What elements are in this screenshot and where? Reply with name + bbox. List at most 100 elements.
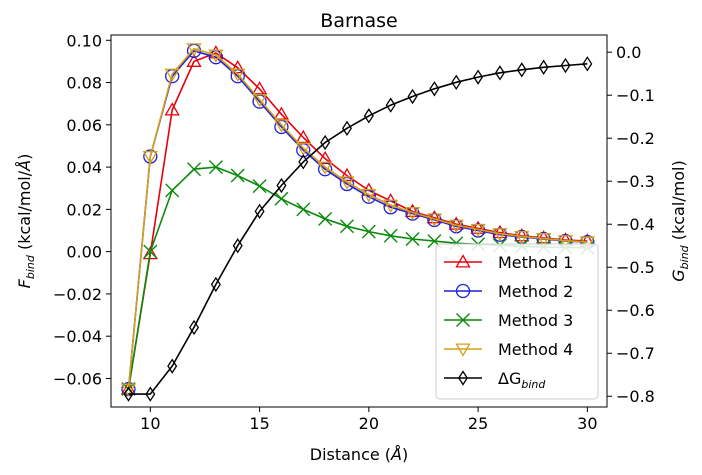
- legend-swatch-marker: [456, 313, 470, 327]
- plot-area: [110, 34, 608, 408]
- left-y-tick-label: 0.08: [66, 74, 102, 93]
- series-3-point: [405, 231, 420, 246]
- legend-entry: Method 3: [444, 311, 573, 330]
- series-4-point: [579, 236, 595, 250]
- legend: Method 1 Method 2 Method 3 Method 4 ΔGbind: [435, 243, 599, 400]
- right-y-tick-label: −0.3: [616, 172, 655, 191]
- series-1-point: [186, 53, 202, 67]
- series-4-point: [317, 161, 333, 175]
- right-y-tick-label: 0.0: [616, 43, 641, 62]
- series-4-point: [186, 43, 202, 57]
- series-5-point: [320, 134, 331, 151]
- series-5-point: [538, 59, 549, 75]
- legend-entry: Method 4: [444, 340, 573, 359]
- series-5-point: [407, 88, 418, 105]
- series-5-point: [429, 81, 440, 97]
- series-5-point: [341, 120, 352, 137]
- series-5-point: [145, 386, 156, 402]
- series-4-point: [383, 199, 399, 213]
- right-y-tick-label: −0.6: [616, 301, 655, 320]
- series-3-point: [339, 219, 354, 234]
- left-y-tick-label: 0.02: [66, 200, 102, 219]
- series-5-point: [298, 154, 309, 170]
- left-y-axis-ticks: −0.06 −0.04 −0.02 0.00 0.02 0.04 0.06 0.08 0.10: [53, 31, 111, 388]
- series-5-point: [189, 319, 200, 336]
- series-3-point: [208, 160, 223, 175]
- series-4-point: [514, 230, 530, 245]
- series-3-point: [143, 244, 158, 259]
- x-tick-label: 10: [140, 414, 160, 433]
- series-4-point: [557, 235, 574, 249]
- series-4-point: [273, 119, 290, 133]
- series-4-point: [536, 233, 552, 247]
- series-1-line: [127, 52, 588, 390]
- series-5-point: [232, 238, 243, 254]
- series-4-point: [339, 176, 355, 190]
- series-4-point: [251, 93, 268, 108]
- series-1-point: [317, 150, 333, 165]
- right-y-tick-label: −0.1: [616, 86, 655, 105]
- series-4-line: [127, 47, 588, 390]
- legend-label: Method 3: [498, 311, 573, 330]
- left-y-tick-label: −0.04: [53, 327, 102, 346]
- series-3-point: [187, 162, 202, 177]
- series-1-point: [164, 102, 180, 116]
- series-1-point: [492, 224, 508, 239]
- left-y-tick-label: 0.10: [66, 31, 102, 50]
- series-1-point: [536, 230, 552, 244]
- right-y-tick-label: −0.7: [616, 344, 655, 363]
- series-1-point: [426, 210, 443, 224]
- series-4-point: [470, 223, 486, 238]
- series-4-point: [426, 213, 443, 227]
- series-5-point: [254, 203, 265, 220]
- series-4-point: [404, 207, 421, 221]
- series-4-point: [492, 228, 508, 242]
- series-5-point: [385, 97, 396, 113]
- right-y-tick-label: −0.2: [616, 129, 655, 148]
- series-5-point: [363, 108, 374, 124]
- x-tick-label: 25: [468, 414, 488, 433]
- series-5-point: [451, 74, 462, 90]
- series-1-point: [251, 81, 268, 95]
- series-4-point: [361, 189, 377, 203]
- x-tick-label: 30: [577, 414, 597, 433]
- series-1-point: [295, 129, 311, 144]
- series-3-point: [383, 228, 398, 243]
- x-axis-ticks: 10 15 20 25 30: [140, 407, 598, 433]
- series-3-point: [274, 191, 289, 206]
- series-4-point: [142, 151, 158, 165]
- legend-entry: Method 1: [444, 253, 573, 272]
- series-4-point: [295, 142, 311, 156]
- series-1-point: [470, 220, 486, 234]
- series-3-point: [165, 183, 180, 198]
- legend-label: Method 2: [498, 282, 573, 301]
- right-y-tick-label: −0.8: [616, 387, 655, 406]
- series-5-point: [494, 65, 505, 81]
- left-y-tick-label: 0.06: [66, 116, 102, 135]
- series-4-point: [164, 68, 180, 82]
- series-1-point: [142, 245, 158, 260]
- series-5-point: [582, 56, 593, 72]
- right-y-tick-label: −0.4: [616, 215, 655, 234]
- legend-label: Method 4: [498, 340, 573, 359]
- series-5: [123, 56, 593, 402]
- series-5-point: [167, 358, 178, 374]
- x-axis-label: Distance (Å): [310, 445, 409, 464]
- left-y-tick-label: 0.00: [66, 243, 102, 262]
- legend-swatch-marker: [455, 283, 471, 299]
- left-y-tick-label: −0.06: [53, 369, 102, 388]
- series-1-point: [339, 167, 355, 182]
- series-3-point: [361, 224, 376, 239]
- series-4-point: [448, 219, 464, 234]
- legend-label: ΔGbind: [498, 369, 546, 391]
- series-3-point: [230, 168, 245, 183]
- series-1-point: [273, 106, 290, 120]
- series-4-point: [208, 49, 224, 63]
- series-1-point: [120, 381, 137, 395]
- legend-swatch-marker: [457, 370, 469, 386]
- series-5-point: [276, 177, 287, 194]
- left-y-axis-label: Fbind (kcal/mol/Å): [15, 154, 37, 289]
- series-1-point: [448, 216, 464, 230]
- series-3-point: [318, 211, 333, 226]
- series-1-point: [514, 227, 530, 242]
